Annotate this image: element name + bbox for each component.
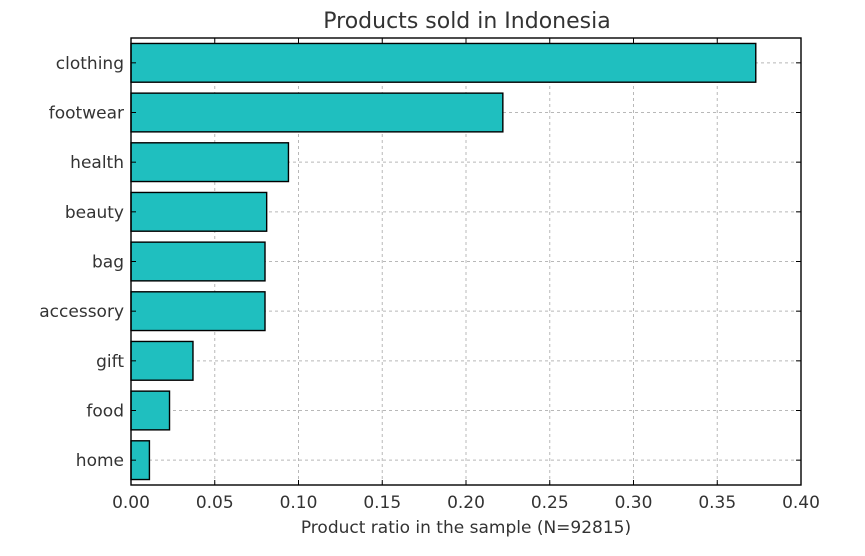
category-label-gift: gift [96,352,124,372]
x-tick-label: 0.05 [196,493,234,513]
category-label-home: home [76,451,124,471]
category-label-beauty: beauty [65,203,124,223]
bar-layer [130,42,757,481]
x-tick-label: 0.35 [698,493,736,513]
bar-accessory [130,291,266,332]
category-label-health: health [70,153,124,173]
x-tick-labels: 0.00 0.05 0.10 0.15 0.20 0.25 0.30 0.35 0.40 [112,493,820,513]
category-labels: clothing footwear health beauty bag accessory… [39,54,124,471]
category-label-clothing: clothing [56,54,124,74]
x-tick-label: 0.15 [363,493,401,513]
bar-health [130,142,290,183]
x-tick-label: 0.40 [782,493,820,513]
category-label-food: food [86,402,124,422]
bar-beauty [130,191,268,232]
x-axis-label: Product ratio in the sample (N=92815) [301,518,631,538]
bar-footwear [130,92,504,133]
bar-clothing [130,42,757,83]
x-tick-label: 0.30 [615,493,653,513]
x-tick-label: 0.10 [280,493,318,513]
bar-gift [130,340,194,381]
x-tick-label: 0.00 [112,493,150,513]
chart-title: Products sold in Indonesia [323,9,610,34]
category-label-bag: bag [92,253,124,273]
tick-layer [130,38,802,485]
bar-bag [130,241,266,282]
category-label-footwear: footwear [49,104,124,124]
x-tick-label: 0.25 [531,493,569,513]
x-tick-label: 0.20 [447,493,485,513]
bar-food [130,390,171,431]
category-label-accessory: accessory [39,302,124,322]
